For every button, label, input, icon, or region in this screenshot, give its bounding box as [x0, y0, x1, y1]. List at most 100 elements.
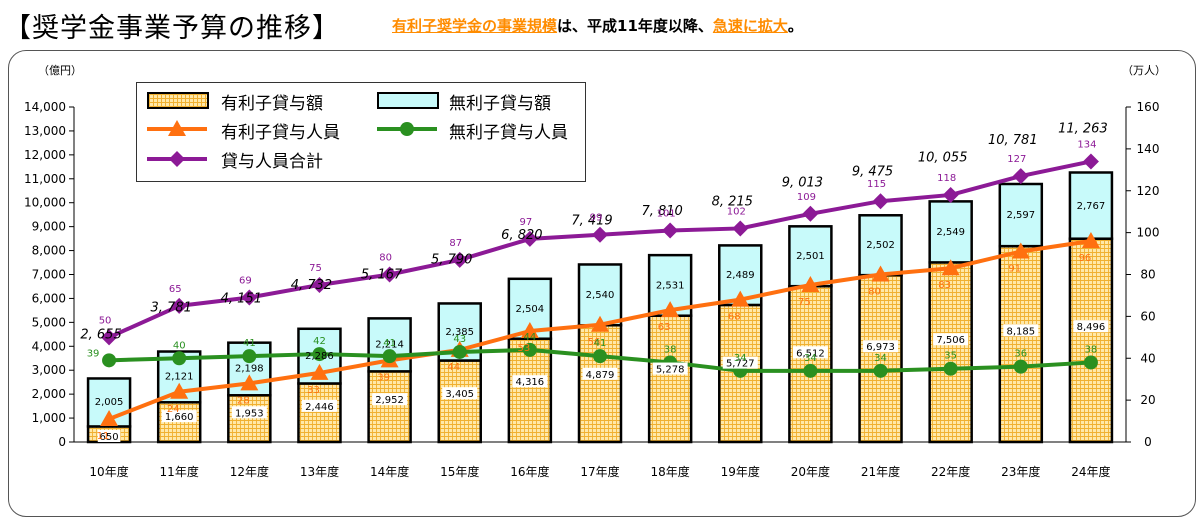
point-total-people [662, 222, 679, 239]
point-interest-people [1081, 232, 1100, 248]
legend-label-free-people: 無利子貸与人員 [449, 123, 568, 143]
left-axis-tick-label: 2,000 [32, 387, 66, 401]
left-axis-tick-label: 5,000 [32, 315, 66, 329]
bar-label-bg [301, 399, 337, 412]
bar-interest-amount [1068, 237, 1114, 444]
point-label-total-people: 102 [727, 206, 746, 217]
bar-total-label: 11, 263 [1058, 121, 1108, 136]
bar-label-bg [582, 367, 618, 380]
bar-label-free-amount: 2,767 [1077, 201, 1106, 212]
point-free-people [1013, 359, 1028, 374]
bar-label-free-amount: 2,504 [516, 304, 545, 315]
point-total-people [311, 276, 328, 293]
bar-label-bg [652, 362, 688, 375]
bar-label-free-amount: 2,286 [305, 351, 334, 362]
bar-total-label: 3, 781 [151, 301, 192, 316]
point-label-free-people: 34 [804, 353, 817, 364]
point-interest-people [310, 363, 329, 380]
bar-label-bg [722, 356, 758, 369]
right-axis-tick-label: 120 [1137, 184, 1160, 198]
legend-key-free-amount [377, 92, 439, 109]
bar-free-amount [647, 253, 693, 317]
point-total-people [942, 186, 959, 203]
point-label-total-people: 109 [797, 192, 816, 203]
point-label-total-people: 134 [1077, 139, 1096, 150]
point-label-interest-people: 68 [728, 312, 741, 323]
legend-key-interest-people [147, 120, 207, 136]
left-axis-tick-label: 11,000 [24, 172, 66, 186]
point-total-people [171, 297, 188, 314]
point-label-free-people: 35 [944, 351, 957, 362]
bar-label-interest-amount: 2,952 [375, 395, 404, 406]
x-axis-tick-label: 13年度 [300, 464, 339, 479]
point-interest-people [240, 374, 259, 391]
chart-legend: 有利子貸与額 無利子貸与額 有利子貸与人員 無利子貸与人員 貸与人員合計 [136, 82, 586, 182]
page-title: 【奨学金事業予算の推移】 [4, 13, 340, 44]
bar-label-interest-amount: 5,727 [726, 359, 755, 370]
bar-label-interest-amount: 5,278 [656, 365, 685, 376]
point-free-people [242, 349, 257, 364]
right-axis-tick-label: 80 [1140, 268, 1155, 282]
point-label-interest-people: 80 [868, 287, 881, 298]
header: 【奨学金事業予算の推移】 有利子奨学金の事業規模は、平成11年度以降、急速に拡大… [0, 0, 1200, 44]
point-total-people [802, 205, 819, 222]
right-axis-tick-label: 140 [1137, 142, 1160, 156]
legend-label-free-amount: 無利子貸与額 [449, 94, 551, 114]
bar-total-label: 9, 475 [852, 164, 893, 179]
point-interest-people [1011, 242, 1030, 259]
point-total-people [241, 289, 258, 306]
point-interest-people [801, 275, 820, 292]
point-free-people [593, 349, 607, 364]
bar-interest-amount [647, 314, 693, 444]
bar-interest-amount [788, 284, 833, 444]
point-label-interest-people: 11 [97, 431, 110, 442]
bar-label-free-amount: 2,005 [95, 397, 124, 408]
x-axis-tick-label: 12年度 [230, 464, 269, 479]
page-subtitle: 有利子奨学金の事業規模は、平成11年度以降、急速に拡大。 [392, 15, 803, 36]
bar-label-interest-amount: 6,973 [866, 342, 895, 353]
right-axis-unit: （万人） [1122, 64, 1166, 77]
bar-label-bg [442, 387, 478, 400]
point-label-free-people: 41 [383, 338, 396, 349]
right-axis-tick-label: 40 [1140, 351, 1155, 365]
bar-label-bg [933, 333, 969, 346]
point-label-total-people: 127 [1007, 154, 1026, 165]
point-total-people [451, 251, 468, 268]
point-free-people [312, 347, 327, 362]
point-label-free-people: 41 [594, 338, 607, 349]
bar-label-free-amount: 2,489 [726, 270, 755, 281]
point-label-interest-people: 28 [237, 395, 250, 406]
point-interest-people [871, 265, 890, 282]
point-label-total-people: 87 [449, 238, 462, 249]
legend-label-total-people: 貸与人員合計 [221, 152, 323, 172]
left-axis-tick-label: 12,000 [24, 148, 66, 162]
point-interest-people [520, 322, 539, 339]
left-axis-tick-label: 14,000 [24, 100, 66, 114]
bar-total-label: 6, 820 [501, 228, 542, 243]
x-axis-tick-label: 15年度 [440, 464, 479, 479]
bar-interest-amount [998, 244, 1044, 444]
point-total-people [101, 329, 118, 346]
bar-label-free-amount: 2,549 [936, 227, 965, 238]
x-axis-tick-label: 17年度 [580, 464, 619, 479]
bar-total-label: 4, 732 [291, 278, 332, 293]
x-axis-tick-label: 21年度 [861, 464, 900, 479]
point-total-people [1012, 168, 1029, 185]
point-label-free-people: 40 [173, 340, 186, 351]
subtitle-highlight-2: 急速に拡大 [712, 17, 788, 35]
point-label-interest-people: 56 [588, 337, 601, 348]
point-label-free-people: 43 [453, 334, 466, 345]
bar-label-interest-amount: 650 [100, 432, 119, 443]
x-axis-tick-label: 24年度 [1071, 464, 1110, 479]
right-axis-tick-label: 0 [1144, 435, 1152, 449]
point-label-total-people: 115 [867, 179, 886, 190]
point-free-people [102, 353, 117, 368]
point-label-free-people: 41 [243, 338, 256, 349]
point-total-people [381, 266, 398, 283]
x-axis-tick-label: 20年度 [791, 464, 830, 479]
bar-label-interest-amount: 4,316 [516, 377, 545, 388]
bar-label-free-amount: 2,121 [165, 371, 194, 382]
point-label-interest-people: 33 [307, 385, 320, 396]
bar-label-interest-amount: 1,953 [235, 408, 264, 419]
